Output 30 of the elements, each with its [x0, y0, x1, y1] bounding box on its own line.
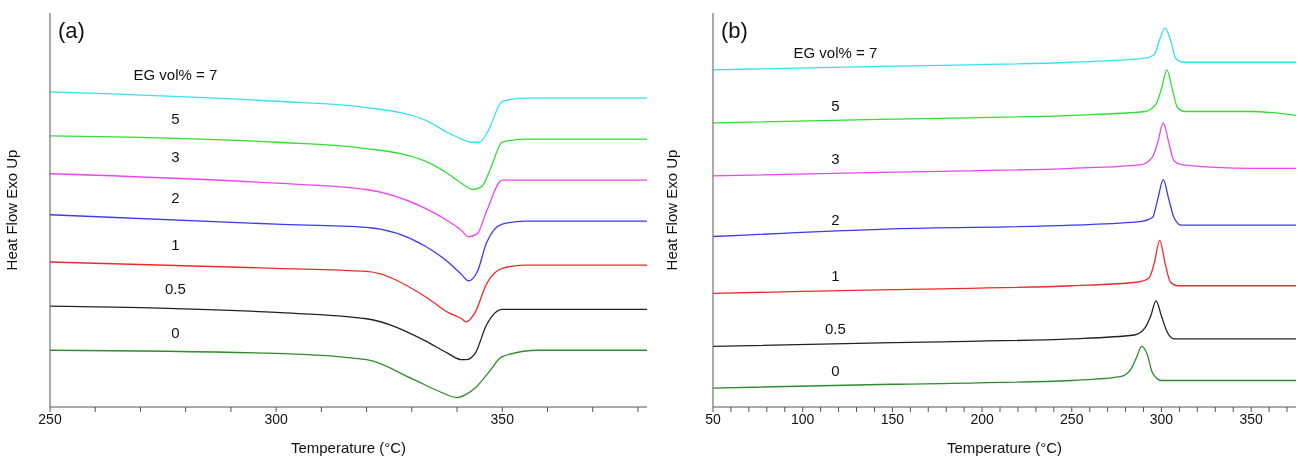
x-tick-label: 200 [970, 410, 994, 427]
x-tick-label: 250 [1060, 410, 1084, 427]
series-label: 0.5 [164, 280, 186, 298]
x-tick-label: 350 [1239, 410, 1264, 427]
series-label: 5 [831, 96, 840, 114]
y-axis-title: Heat Flow Exo Up [3, 149, 21, 271]
x-axis-title: Temperature (°C) [290, 439, 407, 456]
series-label: EG vol% = 7 [793, 43, 878, 61]
x-tick-label: 300 [264, 410, 289, 427]
series-label: 3 [171, 147, 180, 165]
series-label: 0 [831, 362, 840, 380]
x-tick-label: 150 [880, 410, 905, 427]
series-label: 2 [171, 188, 180, 206]
x-tick-label: 250 [38, 410, 62, 427]
series-label: 0.5 [825, 320, 846, 338]
x-tick-label: 100 [791, 410, 815, 427]
series-label: 5 [171, 109, 180, 127]
series-label: 2 [831, 210, 840, 228]
series-label: 3 [831, 149, 840, 167]
series-label: EG vol% = 7 [133, 65, 218, 83]
y-axis-title: Heat Flow Exo Up [663, 149, 681, 271]
series-label: 1 [171, 236, 180, 254]
chart-title: (b) [721, 18, 748, 44]
x-tick-label: 50 [705, 410, 721, 427]
x-tick-label: 350 [490, 410, 515, 427]
chart-title: (a) [58, 18, 85, 44]
series-label: 1 [831, 267, 840, 285]
x-tick-label: 300 [1149, 410, 1174, 427]
series-label: 0 [171, 324, 180, 342]
x-axis-title: Temperature (°C) [946, 439, 1063, 456]
